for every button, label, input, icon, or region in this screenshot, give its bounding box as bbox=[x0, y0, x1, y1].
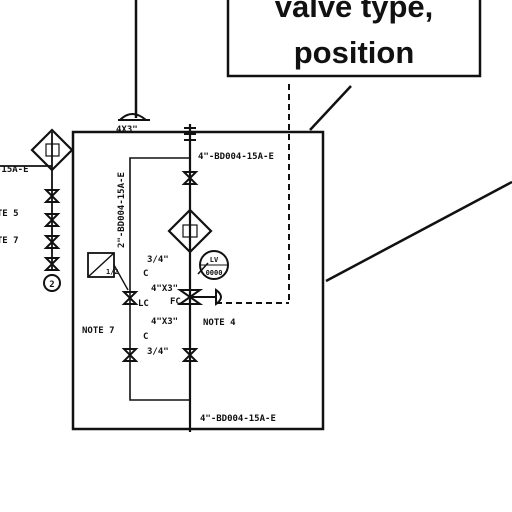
instrument-tag: LV bbox=[210, 256, 219, 264]
fc-tag: FC bbox=[170, 297, 181, 307]
reference-box-diagonal bbox=[87, 252, 115, 278]
filter-diamond-left bbox=[30, 128, 74, 172]
reference-circle-label: 2 bbox=[49, 280, 54, 290]
reference-circle bbox=[43, 274, 61, 292]
callout-line-1: valve type, bbox=[275, 0, 434, 24]
lower-size-label: 3/4" bbox=[147, 347, 169, 357]
callout-line-2: position bbox=[294, 35, 415, 70]
callout-box bbox=[226, 0, 482, 78]
upper-size-label: 3/4" bbox=[147, 255, 169, 265]
lc-tag: LC bbox=[138, 299, 149, 309]
bypass-line bbox=[129, 157, 190, 401]
note-5-label: NOTE 5 bbox=[0, 209, 19, 219]
gate-valve-left-lower bbox=[43, 235, 61, 249]
gate-valve-bypass-upper bbox=[121, 291, 139, 305]
gate-valve-upper bbox=[181, 171, 199, 185]
callout-leader-short bbox=[309, 85, 352, 131]
top-size-label: 4X3" bbox=[116, 125, 138, 135]
filter-diamond-main bbox=[167, 208, 213, 254]
gate-valve-left-middle bbox=[43, 213, 61, 227]
gate-valve-left-bottom bbox=[43, 257, 61, 271]
upper-cap-label: C bbox=[143, 269, 148, 279]
lower-reducer-label: 4"X3" bbox=[151, 317, 178, 327]
reference-box-leader bbox=[113, 264, 129, 291]
instrument-number: 0000 bbox=[206, 269, 223, 277]
bottom-line-label: 4"-BD004-15A-E bbox=[200, 414, 276, 424]
control-valve bbox=[176, 289, 204, 305]
note-7-label: NOTE 7 bbox=[82, 326, 115, 336]
package-boundary bbox=[71, 130, 325, 431]
lower-cap-label: C bbox=[143, 332, 148, 342]
vertical-line-label: 2"-BD004-15A-E bbox=[117, 172, 127, 248]
actuator-icon bbox=[215, 288, 222, 306]
gate-valve-left-upper bbox=[43, 189, 61, 203]
note-4-label: NOTE 4 bbox=[203, 318, 236, 328]
reference-box-label: 1/2 bbox=[106, 268, 119, 276]
gate-valve-bypass-lower bbox=[121, 348, 139, 362]
callout-leader-long bbox=[325, 180, 512, 283]
upper-reducer-label: 4"X3" bbox=[151, 284, 178, 294]
top-reducer bbox=[119, 113, 147, 121]
top-line-label: 4"-BD004-15A-E bbox=[198, 152, 274, 162]
note-7-left-label: NOTE 7 bbox=[0, 236, 19, 246]
left-line-label: -15A-E bbox=[0, 165, 29, 175]
level-valve-instrument bbox=[199, 250, 229, 280]
gate-valve-lower bbox=[181, 348, 199, 362]
